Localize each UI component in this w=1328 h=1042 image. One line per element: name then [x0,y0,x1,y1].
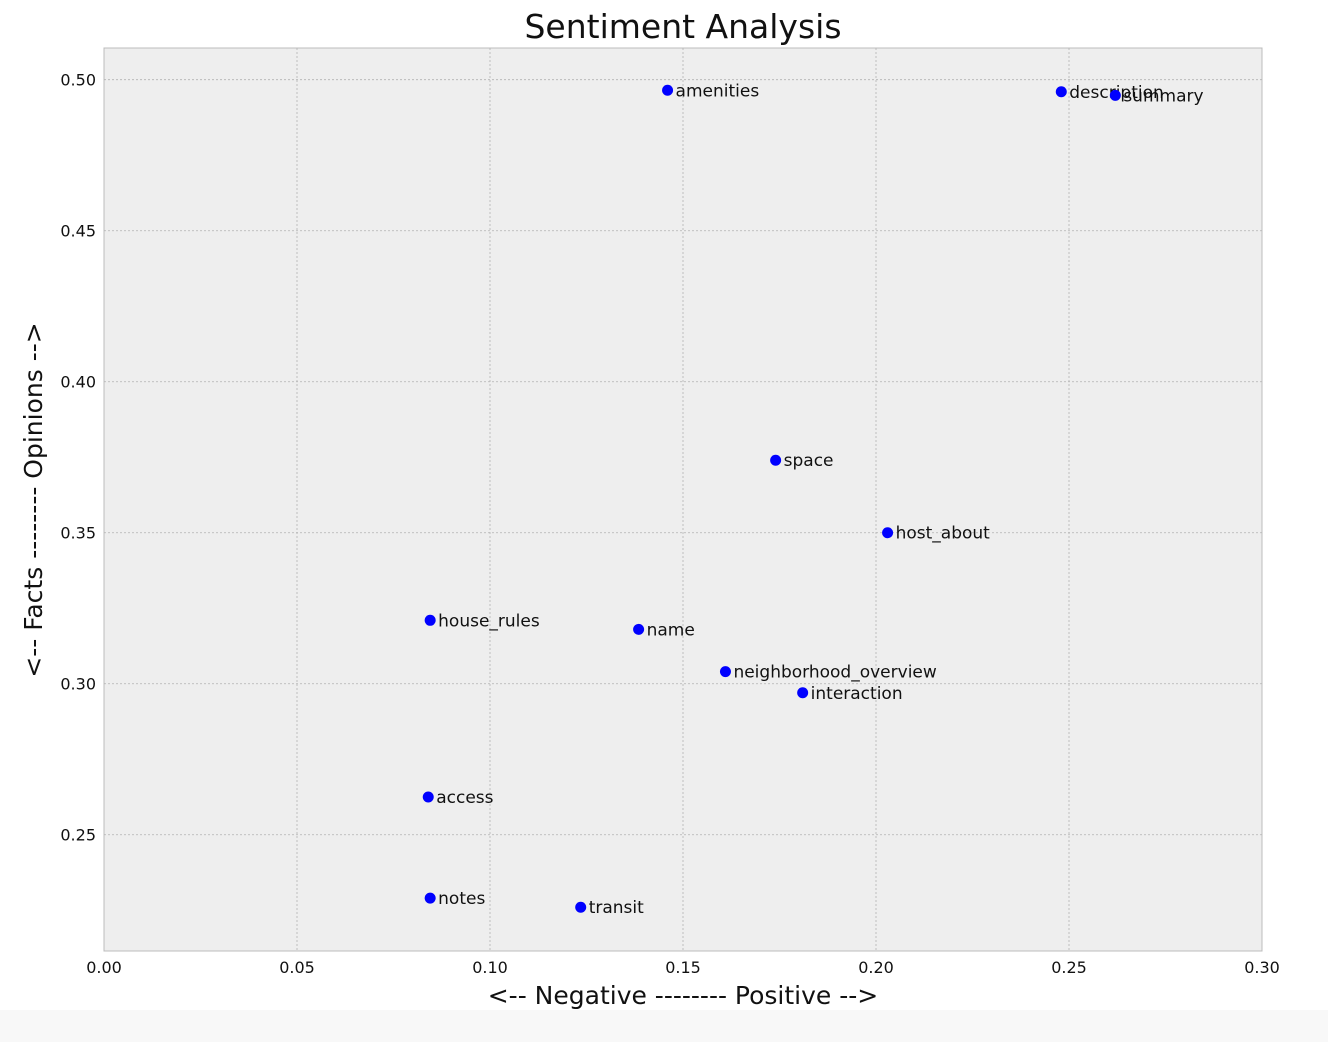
point-label-neighborhood_overview: neighborhood_overview [733,663,936,683]
point-label-name: name [647,620,695,640]
point-label-access: access [436,788,493,808]
x-axis-label: <-- Negative -------- Positive --> [488,981,879,1010]
point-access [422,791,434,803]
y-axis-label: <-- Facts -------- Opinions --> [19,322,48,677]
chart-title: Sentiment Analysis [524,7,841,46]
x-tick-label: 0.15 [665,958,701,977]
point-label-interaction: interaction [811,684,903,704]
point-label-summary: summary [1123,86,1203,106]
x-axis-ticks: 0.00 0.05 0.10 0.15 0.20 0.25 0.30 [86,958,1280,977]
point-summary [1109,89,1121,101]
point-name [633,623,645,635]
y-tick-label: 0.25 [60,826,96,845]
data-points: amenitiesdescriptionsummaryspacehost_abo… [422,81,1204,918]
point-description [1055,86,1067,98]
plot-area [103,47,1263,952]
y-tick-label: 0.50 [60,71,96,90]
y-tick-label: 0.45 [60,222,96,241]
point-amenities [662,84,674,96]
x-tick-label: 0.20 [858,958,894,977]
point-space [770,454,782,466]
point-label-house_rules: house_rules [438,611,540,631]
point-interaction [797,687,809,699]
point-host_about [882,527,894,539]
x-tick-label: 0.25 [1051,958,1087,977]
point-label-space: space [784,451,834,471]
point-neighborhood_overview [719,666,731,678]
point-label-amenities: amenities [676,81,760,101]
x-tick-label: 0.30 [1244,958,1280,977]
point-label-transit: transit [589,898,644,918]
bottom-strip [0,1010,1328,1042]
x-tick-label: 0.05 [279,958,315,977]
x-tick-label: 0.10 [472,958,508,977]
point-label-host_about: host_about [896,524,991,544]
x-tick-label: 0.00 [86,958,122,977]
point-transit [575,901,587,913]
y-tick-label: 0.35 [60,524,96,543]
point-label-notes: notes [438,889,485,909]
grid-lines [104,48,1262,951]
point-house_rules [424,614,436,626]
y-tick-label: 0.30 [60,675,96,694]
y-axis-ticks: 0.25 0.30 0.35 0.40 0.45 0.50 [60,71,96,845]
point-notes [424,892,436,904]
y-tick-label: 0.40 [60,373,96,392]
